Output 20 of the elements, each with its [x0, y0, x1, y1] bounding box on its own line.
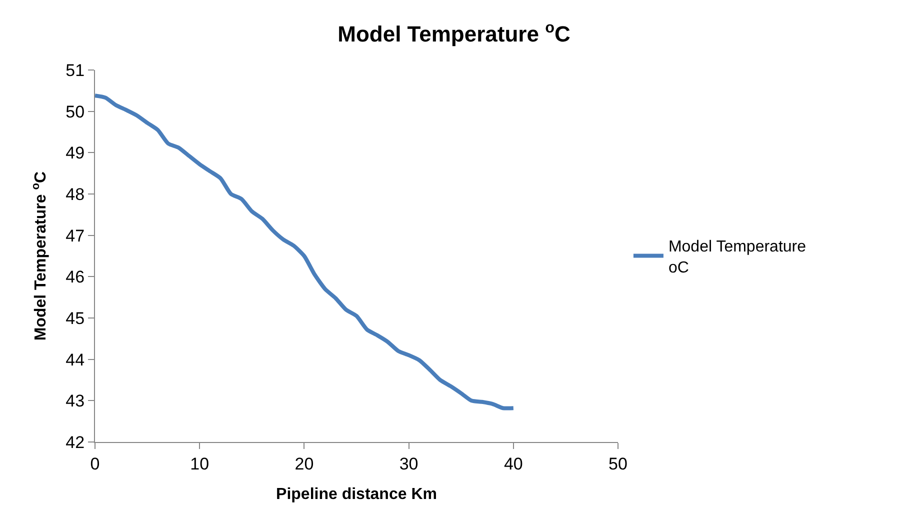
- x-tick-label: 50: [608, 454, 628, 474]
- x-tick-label: 40: [504, 454, 523, 474]
- y-tick-label: 50: [66, 102, 85, 122]
- line-series: [95, 94, 516, 410]
- y-tick-label: 45: [66, 308, 85, 328]
- legend-label: Model Temperature oC: [668, 238, 806, 276]
- y-tick-label: 44: [66, 350, 85, 370]
- y-tick-label: 43: [66, 392, 85, 411]
- y-tick-label: 51: [66, 60, 85, 80]
- y-tick-label: 47: [66, 226, 85, 246]
- y-tick-label: 49: [66, 144, 85, 163]
- chart-title: Model Temperature $^{o}$C: [338, 19, 570, 46]
- y-tick-label: 48: [66, 184, 85, 204]
- x-tick-label: 10: [190, 454, 210, 474]
- x-axis-title: Pipeline distance Km: [276, 486, 437, 504]
- x-tick-label: 0: [90, 454, 100, 474]
- x-tick-label: 20: [294, 454, 314, 474]
- y-tick-label: 42: [66, 432, 85, 452]
- x-tick-label: 30: [399, 454, 418, 474]
- y-tick-label: 46: [66, 268, 85, 287]
